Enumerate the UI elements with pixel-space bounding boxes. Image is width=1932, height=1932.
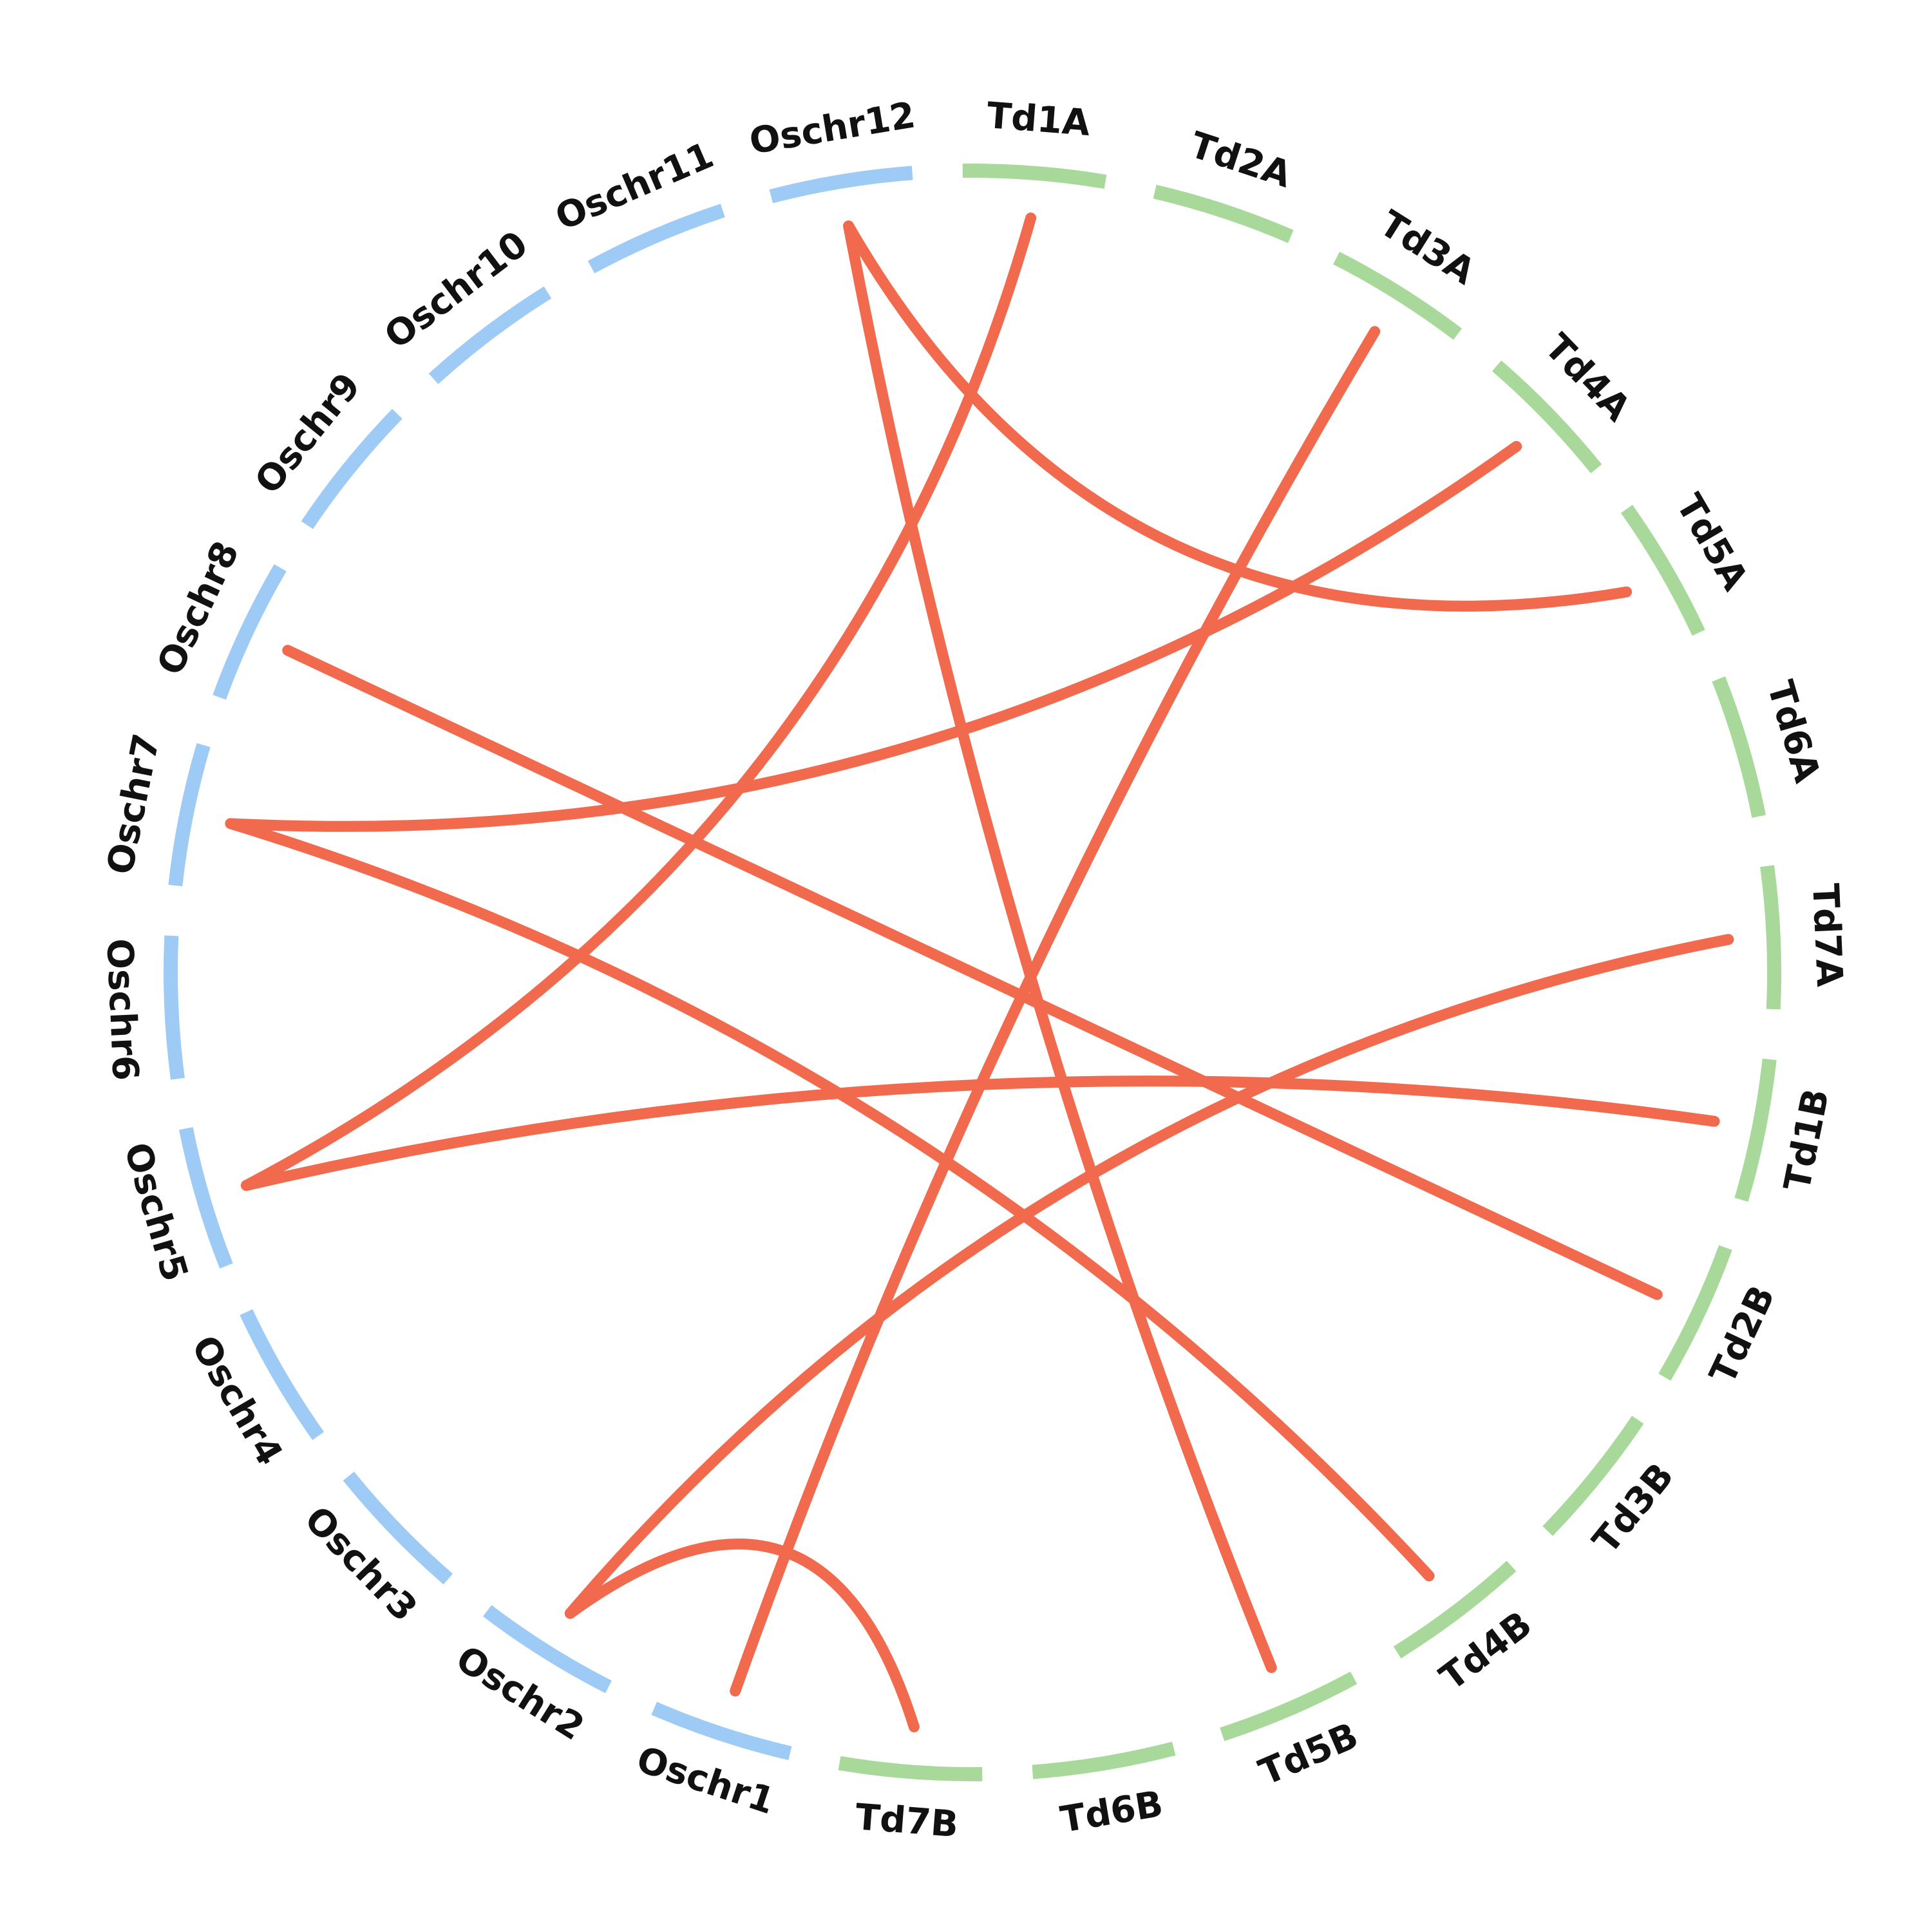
link-td1a-oschr5 [240,212,1037,1191]
link-oschr5-td1b [240,1075,1720,1191]
label-td7a: Td7A [1804,882,1850,988]
link-oschr12-td5b [843,220,1277,1673]
arc-oschr7 [168,743,211,887]
label-td7b: Td7B [854,1796,960,1846]
arc-td7a [1760,865,1782,1010]
arc-td6a [1712,676,1766,818]
arc-oschr3 [343,1472,453,1585]
synteny-links [225,212,1734,1732]
arc-oschr11 [587,204,725,274]
arc-oschr8 [213,564,287,700]
arc-td3a [1333,251,1463,340]
arc-oschr12 [769,166,913,204]
label-td5b: Td5B [1253,1715,1365,1794]
arc-oschr4 [240,1309,325,1441]
arc-td7b [838,1756,983,1781]
arc-td3b [1542,1416,1644,1537]
label-td2a: Td2A [1185,124,1296,196]
link-oschr2-td7b [564,1538,920,1732]
label-oschr12: Oschr12 [746,94,918,163]
label-oschr9: Oschr9 [247,365,369,502]
arc-oschr5 [179,1127,233,1269]
label-oschr2: Oschr2 [449,1638,591,1748]
link-oschr12-td5a [843,220,1633,612]
arc-td4a [1492,360,1602,473]
label-oschr3: Oschr3 [296,1499,425,1630]
link-oschr2-td7a [564,934,1734,1619]
arc-td1b [1734,1058,1777,1202]
arc-td2a [1153,184,1294,243]
label-td6a: Td6A [1759,676,1828,788]
label-td1b: Td1B [1776,1085,1837,1195]
arc-oschr6 [164,935,185,1080]
arc-td6b [1032,1741,1176,1779]
arc-td4b [1393,1560,1517,1659]
label-oschr7: Oschr7 [99,730,168,878]
label-oschr4: Oschr4 [183,1329,290,1472]
arc-oschr10 [428,286,552,384]
label-td2b: Td2B [1701,1279,1783,1390]
label-oschr5: Oschr5 [116,1138,196,1286]
label-oschr6: Oschr6 [98,938,146,1081]
arc-oschr9 [301,408,402,529]
chromosome-arcs [164,164,1782,1781]
arc-oschr2 [482,1605,612,1694]
arc-td5a [1620,504,1705,636]
label-oschr10: Oschr10 [377,223,535,357]
arc-td5b [1220,1671,1358,1741]
arc-oschr1 [651,1701,792,1761]
label-td6b: Td6B [1057,1783,1166,1841]
label-td1a: Td1A [985,95,1092,144]
link-td4a-oschr7 [225,440,1522,832]
link-oschr8-td2b [282,645,1663,1300]
arc-td1a [962,164,1107,189]
arc-td2b [1658,1245,1732,1381]
label-td5a: Td5A [1668,487,1756,598]
link-oschr7-td4b [225,818,1435,1582]
